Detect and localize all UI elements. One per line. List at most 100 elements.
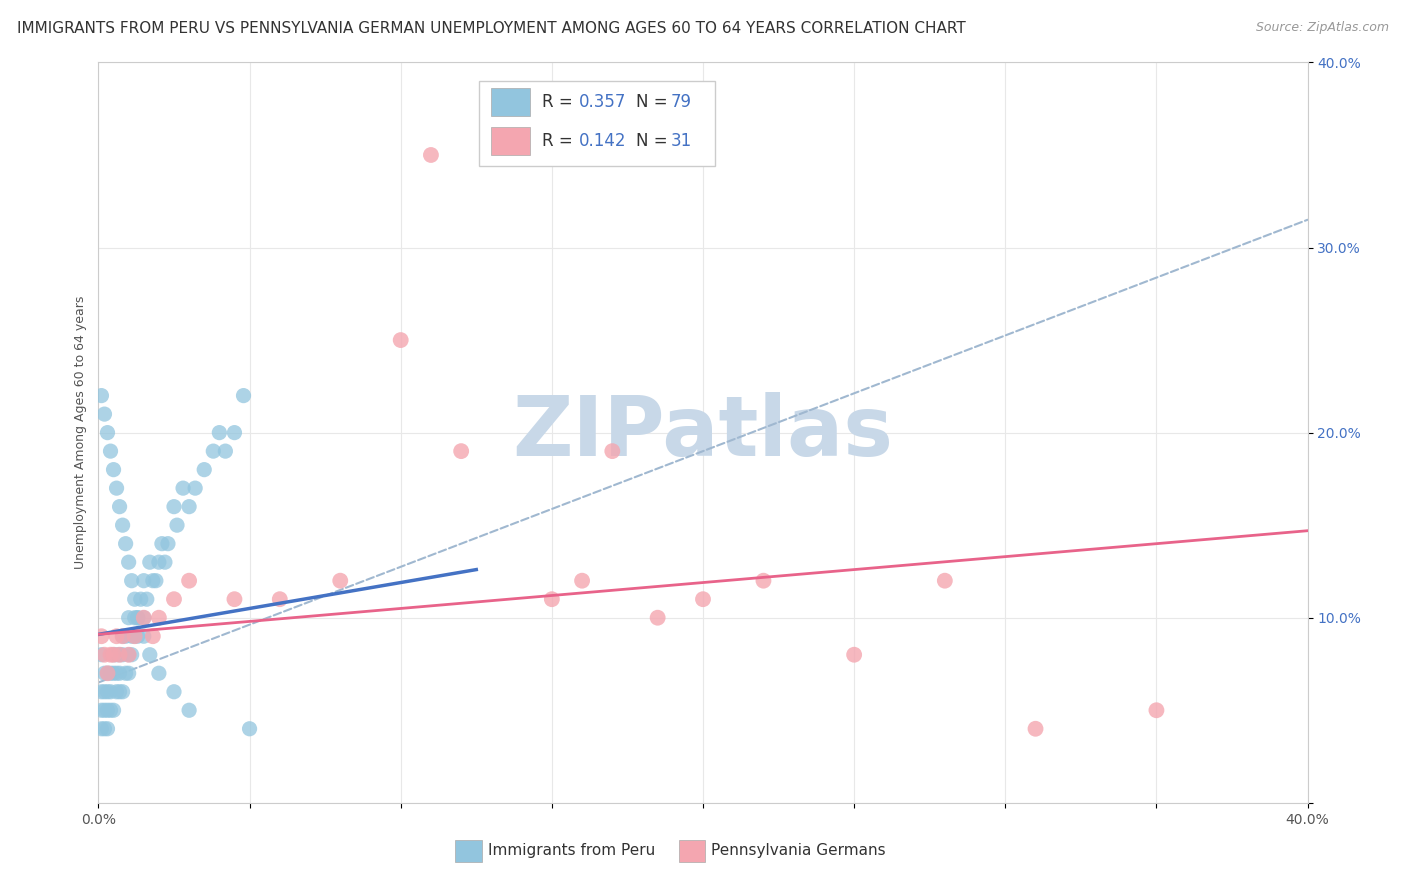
Point (602, 444, 624, 458)
Point (121, 574, 143, 588)
Point (100, 685, 122, 699)
Point (90, 629, 112, 643)
Point (124, 629, 146, 643)
Point (389, 333, 412, 347)
Point (121, 629, 143, 643)
Point (153, 555, 176, 569)
FancyBboxPatch shape (479, 81, 716, 166)
Point (571, 574, 593, 588)
Point (93, 666, 115, 681)
Point (108, 648, 131, 662)
Point (105, 648, 128, 662)
Text: Source: ZipAtlas.com: Source: ZipAtlas.com (1256, 21, 1389, 34)
Point (132, 610, 155, 624)
Point (100, 648, 122, 662)
Point (139, 648, 162, 662)
Point (118, 610, 141, 624)
Point (184, 481, 207, 495)
Point (150, 536, 173, 550)
Text: IMMIGRANTS FROM PERU VS PENNSYLVANIA GERMAN UNEMPLOYMENT AMONG AGES 60 TO 64 YEA: IMMIGRANTS FROM PERU VS PENNSYLVANIA GER… (17, 21, 966, 36)
Bar (679, 840, 706, 862)
Point (844, 648, 866, 662)
Text: 31: 31 (671, 132, 692, 150)
Point (90, 722, 112, 736)
Point (111, 685, 134, 699)
Point (114, 666, 136, 681)
Point (111, 629, 134, 643)
Point (105, 685, 128, 699)
Point (127, 610, 149, 624)
Point (239, 722, 262, 736)
Point (127, 610, 149, 624)
Text: 0.142: 0.142 (578, 132, 626, 150)
Point (96, 685, 118, 699)
Text: ZIPatlas: ZIPatlas (513, 392, 893, 473)
Point (179, 703, 201, 717)
Point (124, 610, 146, 624)
Point (114, 536, 136, 550)
Point (108, 685, 131, 699)
Text: R =: R = (543, 132, 578, 150)
Point (132, 574, 155, 588)
Point (132, 610, 155, 624)
Point (118, 666, 141, 681)
Point (103, 648, 125, 662)
Point (118, 648, 141, 662)
Text: R =: R = (543, 94, 578, 112)
Point (163, 685, 186, 699)
Point (96, 425, 118, 440)
Point (692, 592, 714, 607)
Point (118, 648, 141, 662)
Point (752, 574, 775, 588)
Point (179, 500, 201, 514)
Point (93, 722, 115, 736)
Point (124, 592, 146, 607)
Bar (456, 840, 482, 862)
Point (108, 648, 131, 662)
Point (142, 629, 165, 643)
Point (135, 592, 157, 607)
Point (166, 518, 188, 533)
Point (111, 648, 134, 662)
Point (163, 500, 186, 514)
Text: 0.357: 0.357 (578, 94, 626, 112)
Point (1024, 722, 1046, 736)
Point (269, 592, 291, 607)
Point (224, 592, 246, 607)
Point (90, 703, 112, 717)
Point (90, 648, 112, 662)
Point (142, 574, 165, 588)
Point (148, 555, 170, 569)
Point (148, 610, 170, 624)
Point (103, 648, 125, 662)
Point (96, 703, 118, 717)
Point (96, 722, 118, 736)
Point (121, 648, 143, 662)
Point (90, 685, 112, 699)
Point (208, 425, 231, 440)
Point (193, 462, 215, 476)
Point (100, 444, 122, 458)
Point (450, 444, 472, 458)
Point (103, 462, 125, 476)
Point (139, 555, 162, 569)
Text: N =: N = (637, 94, 673, 112)
Point (93, 703, 115, 717)
Point (108, 666, 131, 681)
Point (148, 666, 170, 681)
Point (114, 629, 136, 643)
Point (132, 629, 155, 643)
Point (156, 536, 179, 550)
Point (647, 610, 669, 624)
Text: 79: 79 (671, 94, 692, 112)
Point (163, 592, 186, 607)
Point (93, 648, 115, 662)
Point (172, 481, 194, 495)
Point (103, 703, 125, 717)
Point (179, 574, 201, 588)
Point (232, 388, 254, 402)
Point (96, 666, 118, 681)
Point (100, 703, 122, 717)
Point (93, 685, 115, 699)
Bar (492, 88, 530, 117)
